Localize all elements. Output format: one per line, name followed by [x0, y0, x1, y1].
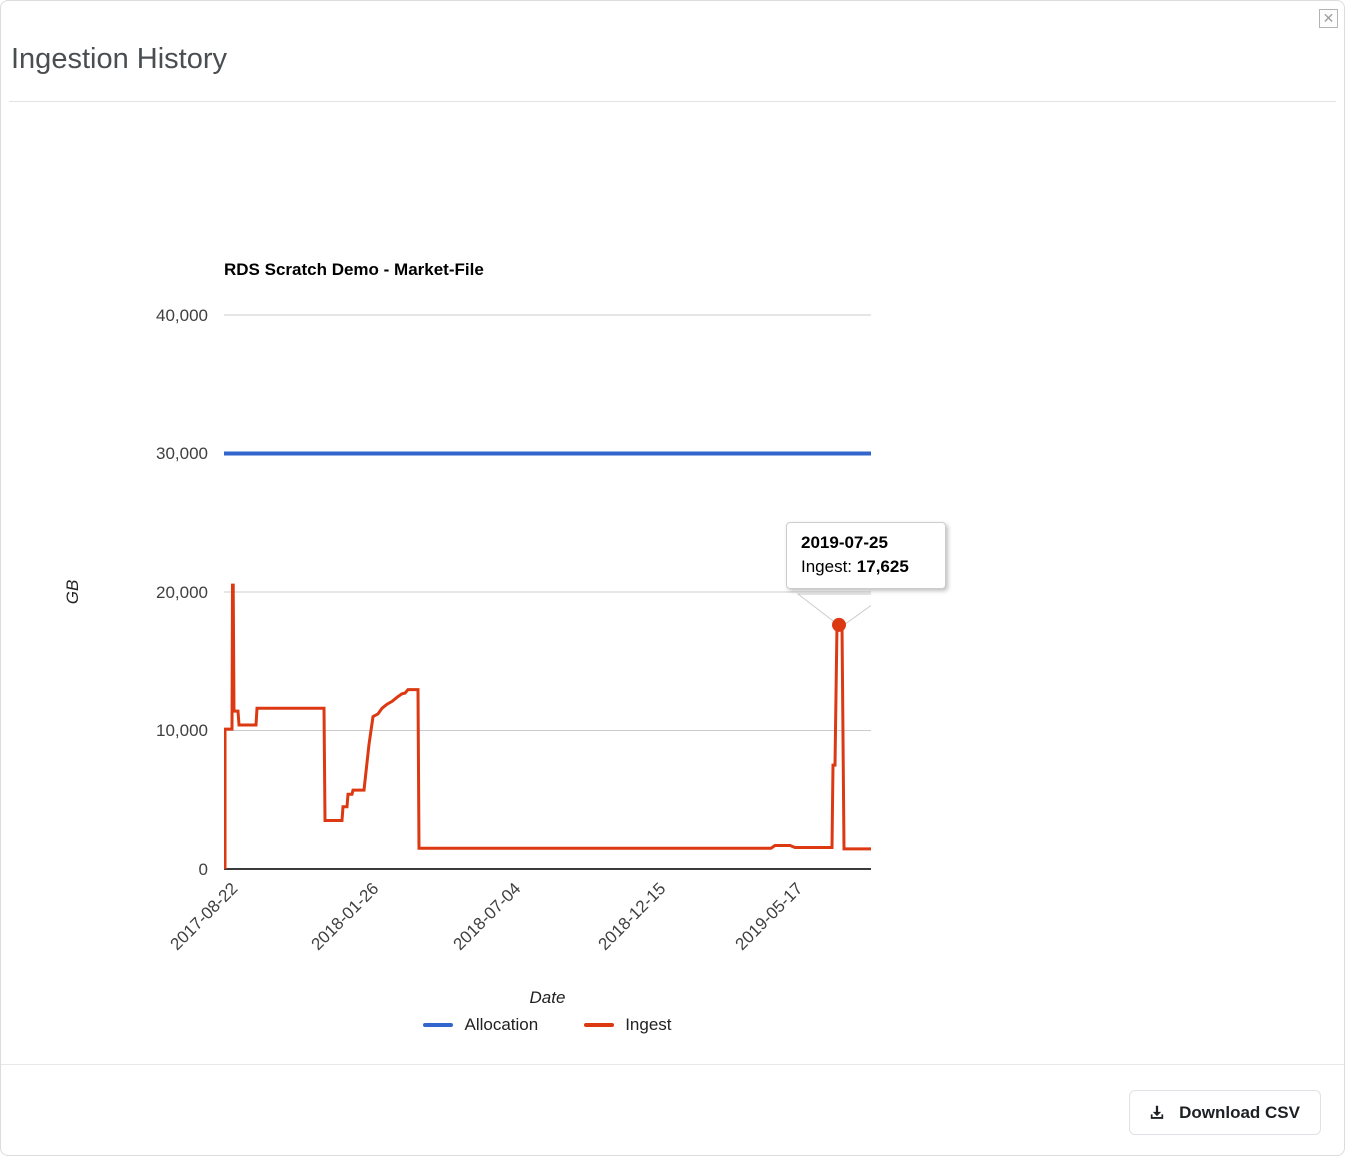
tooltip-tail	[796, 593, 871, 628]
chart-title: RDS Scratch Demo - Market-File	[224, 260, 484, 279]
y-tick-label: 10,000	[156, 721, 208, 740]
close-icon: ✕	[1322, 10, 1335, 26]
x-tick-label: 2018-01-26	[307, 879, 383, 954]
close-button[interactable]: ✕	[1319, 9, 1338, 28]
x-axis-title: Date	[529, 988, 566, 1007]
footer-divider	[1, 1064, 1344, 1065]
download-csv-button[interactable]: Download CSV	[1129, 1090, 1321, 1135]
y-tick-label: 30,000	[156, 444, 208, 463]
y-tick-label: 20,000	[156, 583, 208, 602]
tooltip-value: 17,625	[856, 557, 909, 576]
tooltip-date: 2019-07-25	[801, 533, 888, 552]
legend-item-allocation: Allocation	[423, 1015, 538, 1035]
legend-label: Ingest	[625, 1015, 672, 1034]
download-csv-label: Download CSV	[1179, 1102, 1300, 1122]
x-tick-label: 2019-05-17	[731, 879, 807, 954]
legend-label: Allocation	[464, 1015, 539, 1034]
series-line-ingest	[224, 583, 871, 869]
legend-item-ingest: Ingest	[584, 1015, 672, 1035]
allocation-line-swatch	[423, 1023, 454, 1027]
chart-legend: Allocation Ingest	[224, 1015, 871, 1035]
x-tick-label: 2017-08-22	[166, 879, 242, 954]
modal-title: Ingestion History	[11, 43, 227, 75]
x-tick-label: 2018-12-15	[594, 879, 670, 954]
chart-plot-area[interactable]	[224, 301, 871, 879]
chart-tooltip: 2019-07-25 Ingest: 17,625	[786, 522, 946, 589]
tooltip-row: Ingest: 17,625	[801, 557, 931, 577]
x-tick-label: 2018-07-04	[449, 879, 525, 954]
ingest-line-swatch	[584, 1023, 615, 1027]
y-tick-label: 40,000	[156, 306, 208, 325]
y-axis-title: GB	[63, 579, 82, 605]
y-tick-label: 0	[198, 860, 208, 879]
highlighted-data-point[interactable]	[832, 617, 846, 632]
header-divider	[9, 101, 1336, 102]
tooltip-series-label: Ingest:	[801, 557, 853, 576]
download-icon	[1150, 1105, 1164, 1119]
